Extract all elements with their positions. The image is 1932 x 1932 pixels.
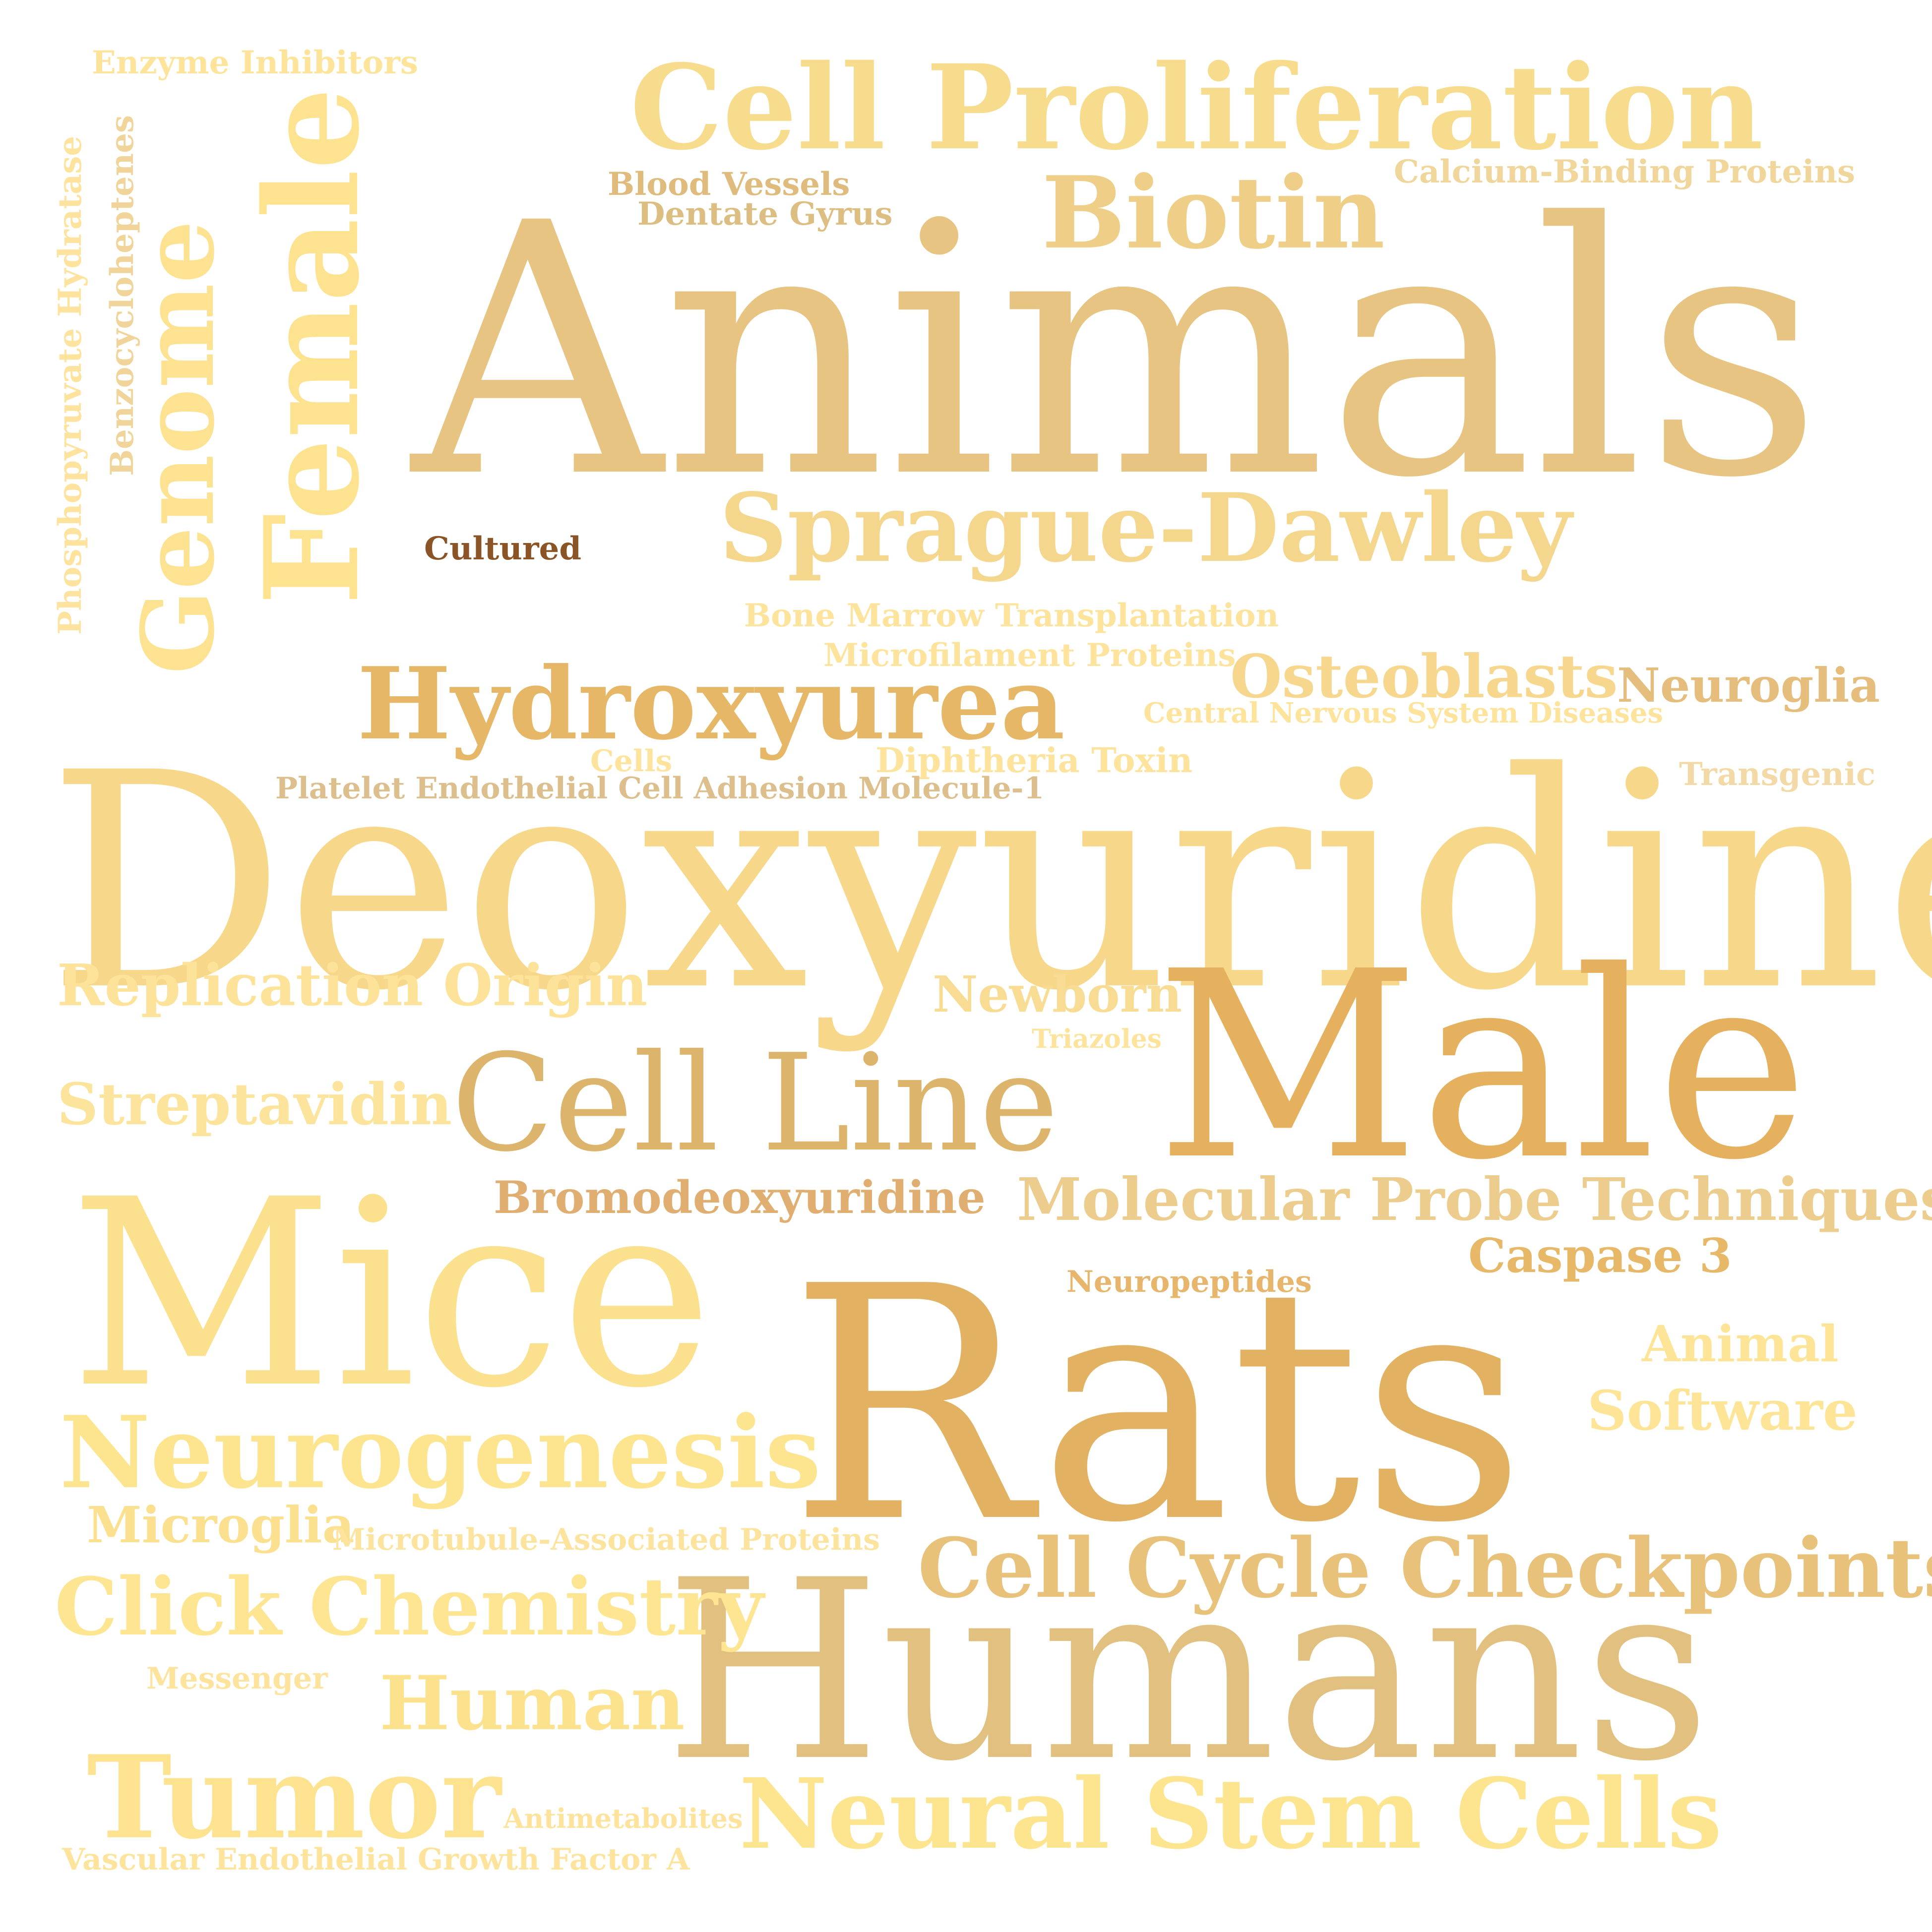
word-neurogenesis: Neurogenesis <box>60 1394 821 1511</box>
word-hydroxyurea: Hydroxyurea <box>357 646 1065 762</box>
word-enzyme-inhibitors: Enzyme Inhibitors <box>92 44 418 81</box>
word-vascular-endothelial-growth-factor-a: Vascular Endothelial Growth Factor A <box>62 1842 690 1877</box>
word-messenger: Messenger <box>146 1661 328 1696</box>
word-deoxyuridine: Deoxyuridine <box>47 709 1932 1056</box>
word-human: Human <box>379 1660 685 1747</box>
word-cell-line: Cell Line <box>451 1025 1059 1181</box>
word-software: Software <box>1587 1379 1858 1443</box>
word-cell-proliferation: Cell Proliferation <box>630 39 1763 176</box>
word-replication-origin: Replication Origin <box>57 952 648 1019</box>
word-molecular-probe-techniques: Molecular Probe Techniques <box>1017 1165 1932 1234</box>
word-caspase-3: Caspase 3 <box>1468 1228 1732 1283</box>
word-cell-cycle-checkpoints: Cell Cycle Checkpoints <box>918 1520 1932 1616</box>
word-osteoblasts: Osteoblasts <box>1230 642 1618 712</box>
word-neuropeptides: Neuropeptides <box>1066 1265 1312 1299</box>
word-platelet-endothelial-cell-adhesion-molecule-1: Platelet Endothelial Cell Adhesion Molec… <box>275 771 1045 806</box>
word-blood-vessels: Blood Vessels <box>608 166 850 203</box>
word-biotin: Biotin <box>1042 155 1385 271</box>
word-antimetabolites: Antimetabolites <box>503 1803 743 1834</box>
word-female: Female <box>237 87 388 605</box>
word-newborn: Newborn <box>933 965 1183 1024</box>
word-sprague-dawley: Sprague-Dawley <box>719 473 1572 583</box>
word-phosphopyruvate-hydratase: Phosphopyruvate Hydratase <box>52 135 89 635</box>
word-click-chemistry: Click Chemistry <box>55 1560 764 1653</box>
word-streptavidin: Streptavidin <box>57 1071 452 1138</box>
word-central-nervous-system-diseases: Central Nervous System Diseases <box>1143 697 1664 729</box>
word-animal: Animal <box>1642 1315 1839 1373</box>
word-microglia: Microglia <box>87 1496 355 1554</box>
word-triazoles: Triazoles <box>1032 1024 1162 1054</box>
word-bone-marrow-transplantation: Bone Marrow Transplantation <box>744 597 1279 634</box>
word-male: Male <box>1156 916 1809 1216</box>
word-neuroglia: Neuroglia <box>1617 658 1880 713</box>
word-genome: Genome <box>120 220 237 674</box>
word-bromodeoxyuridine: Bromodeoxyuridine <box>494 1171 986 1224</box>
word-dentate-gyrus: Dentate Gyrus <box>637 195 893 233</box>
word-benzocycloheptenes: Benzocycloheptenes <box>104 115 141 476</box>
word-diphtheria-toxin: Diphtheria Toxin <box>875 741 1193 781</box>
word-rats: Rats <box>789 1218 1526 1593</box>
word-cultured: Cultured <box>424 530 582 567</box>
word-animals: Animals <box>412 150 1823 554</box>
word-microtubule-associated-proteins: Microtubule-Associated Proteins <box>332 1522 880 1557</box>
word-microfilament-proteins: Microfilament Proteins <box>823 637 1236 674</box>
word-neural-stem-cells: Neural Stem Cells <box>739 1757 1722 1871</box>
word-humans: Humans <box>665 1527 1711 1815</box>
word-cells: Cells <box>590 744 673 779</box>
word-calcium-binding-proteins: Calcium-Binding Proteins <box>1394 153 1856 190</box>
word-mice: Mice <box>69 1144 713 1445</box>
word-tumor: Tumor <box>87 1731 501 1865</box>
word-transgenic: Transgenic <box>1679 756 1875 793</box>
